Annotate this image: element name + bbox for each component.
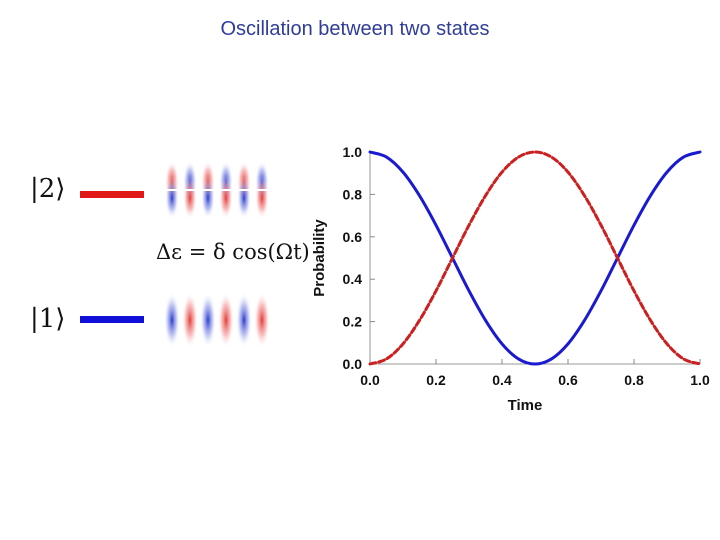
probability-plot: 0.0 0.2 0.4 0.6 0.8 1.0 0.0 0.2 0.4 0.6 0.8 1.0 Time…: [311, 144, 710, 414]
upper-level-bar: [80, 191, 144, 198]
x-tick-label: 0.0: [360, 372, 380, 388]
y-axis-label: Probability: [311, 219, 328, 297]
series-line-red: [368, 150, 702, 366]
x-tick-label: 0.2: [426, 372, 446, 388]
y-tick-label: 0.8: [343, 186, 363, 202]
ket-2-label: |2⟩: [30, 174, 66, 204]
ket-1-label: |1⟩: [30, 304, 66, 334]
x-tick-label: 0.6: [558, 372, 578, 388]
x-tick-label: 0.8: [624, 372, 644, 388]
lower-level-bar: [80, 316, 144, 323]
series-line-blue: [368, 150, 702, 366]
upper-state-wavefunction: [160, 150, 272, 228]
lower-state-wavefunction: [164, 292, 270, 348]
x-tick-label: 1.0: [690, 372, 710, 388]
y-tick-label: 0.4: [343, 271, 363, 287]
y-tick-label: 1.0: [343, 144, 363, 160]
x-axis-label: Time: [508, 397, 543, 414]
x-tick-label: 0.4: [492, 372, 512, 388]
y-tick-label: 0.0: [343, 356, 363, 372]
y-tick-label: 0.2: [343, 314, 363, 330]
page-title: Oscillation between two states: [220, 18, 490, 40]
y-tick-label: 0.6: [343, 229, 363, 245]
energy-modulation-formula: Δε = δ cos(Ωt): [156, 240, 310, 264]
